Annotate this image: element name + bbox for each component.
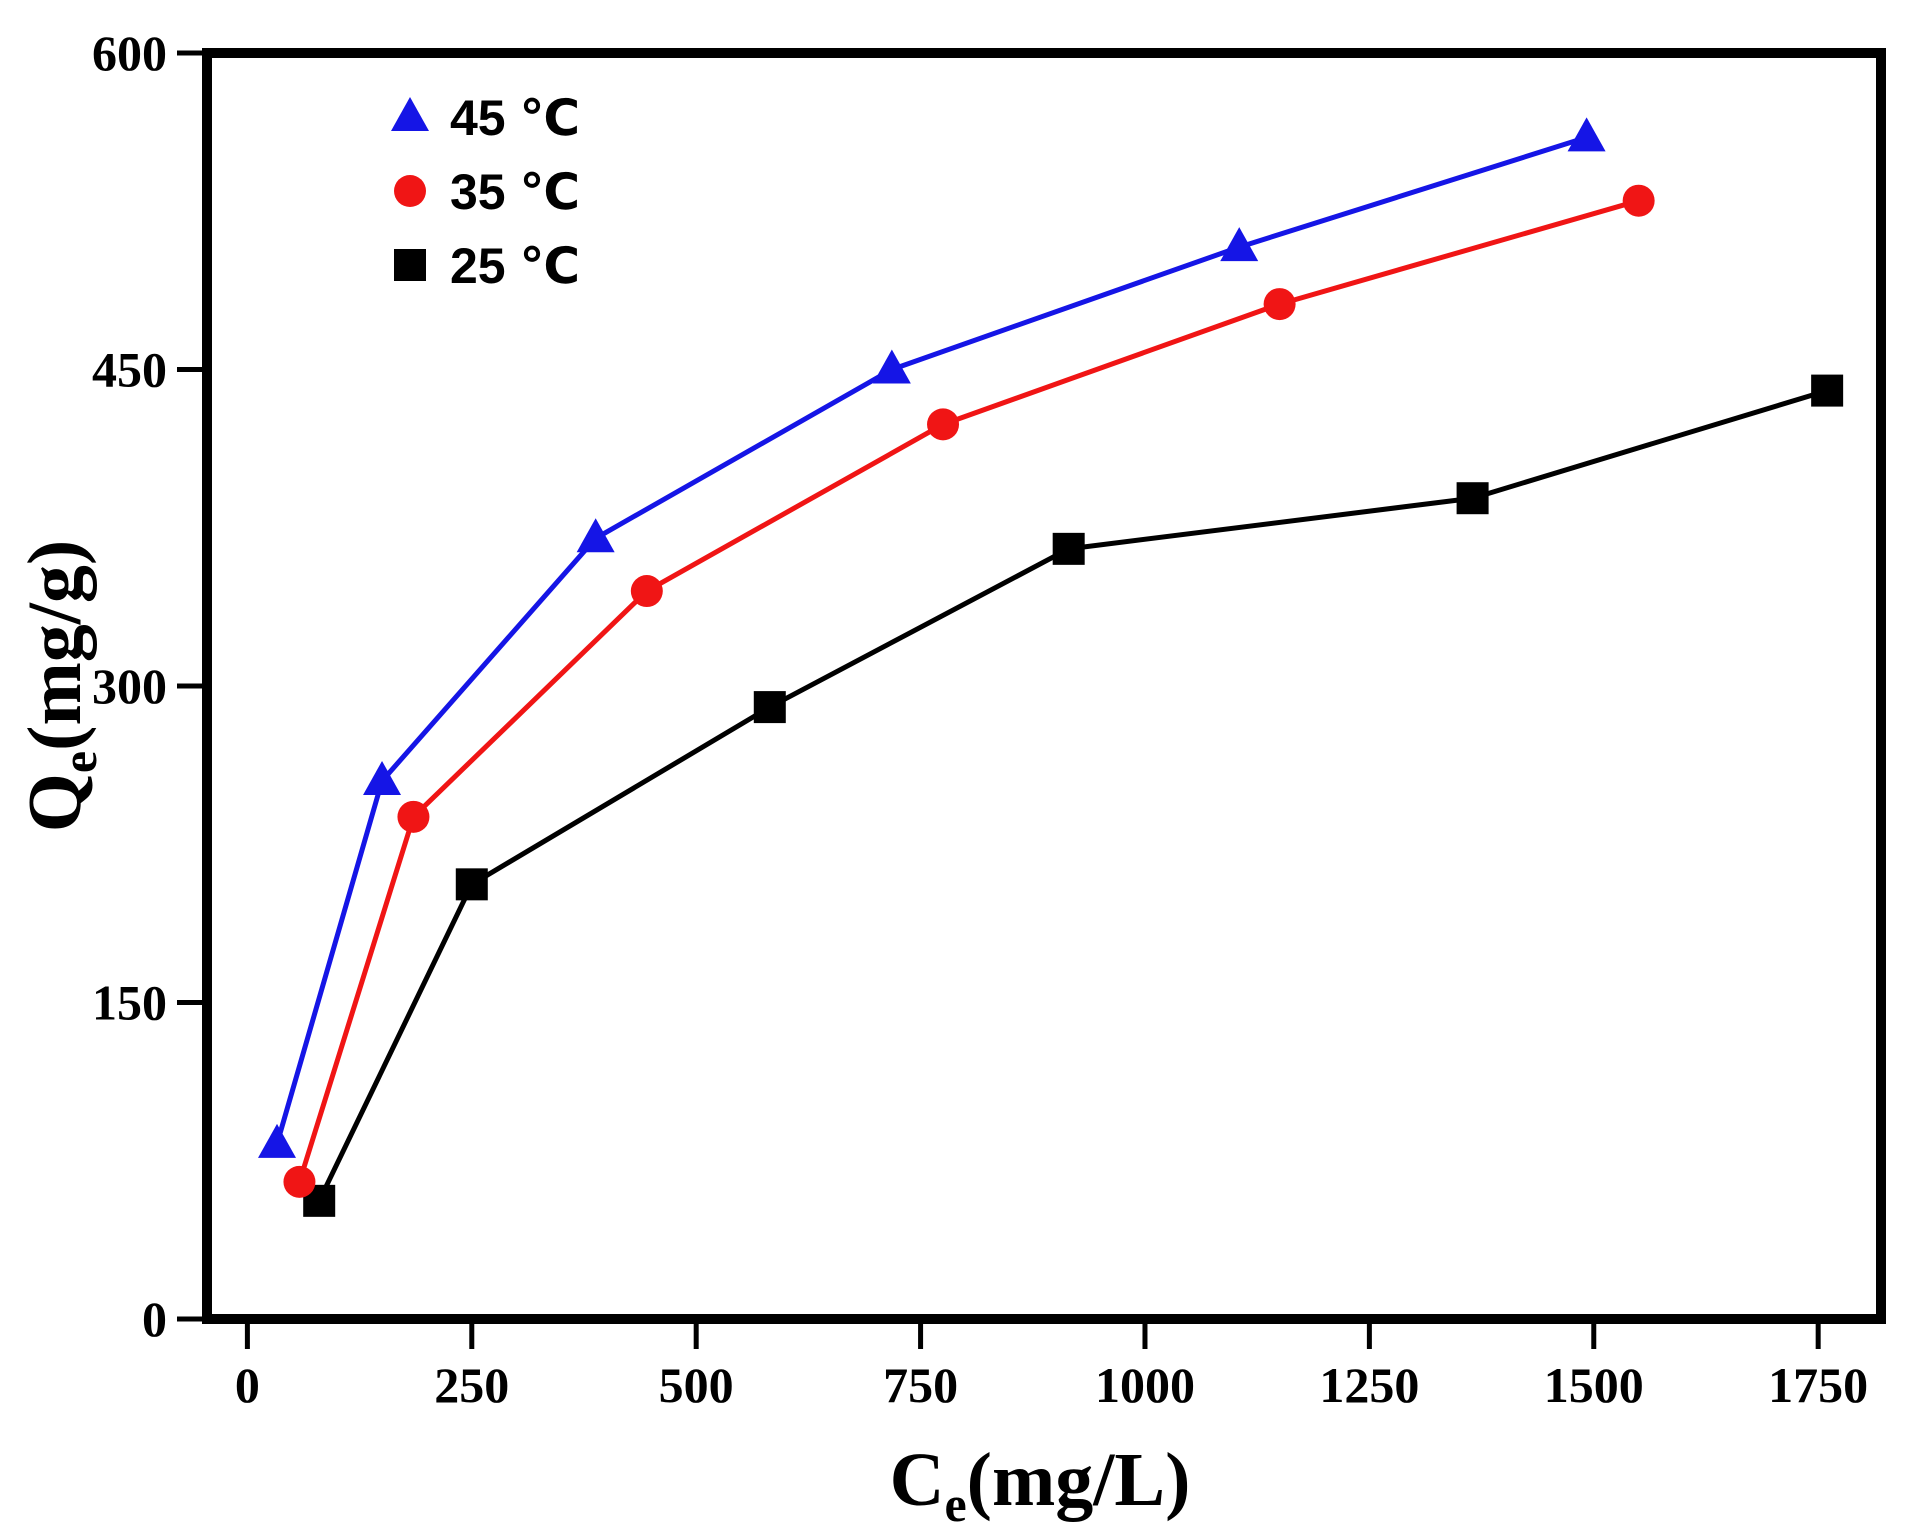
y-axis-title: Qe(mg/g) <box>13 540 107 832</box>
data-point <box>1220 227 1259 262</box>
series-triangle <box>258 117 1606 1158</box>
series-layer <box>258 117 1844 1217</box>
data-point <box>1622 184 1655 217</box>
data-point <box>1456 482 1489 515</box>
x-tick-label: 500 <box>659 1357 734 1413</box>
data-point <box>363 760 402 795</box>
x-tick-label: 1000 <box>1095 1357 1195 1413</box>
legend-label: 35 ℃ <box>450 164 580 220</box>
data-point <box>1567 117 1606 152</box>
x-tick-label: 1250 <box>1319 1357 1419 1413</box>
data-point <box>630 575 663 608</box>
legend-label: 25 ℃ <box>450 238 580 294</box>
data-point <box>927 408 960 441</box>
x-tick-label: 750 <box>883 1357 958 1413</box>
x-axis-title-main: C <box>890 1438 945 1522</box>
y-tick-label: 0 <box>142 1291 167 1347</box>
x-axis-title-subscript: e <box>944 1476 966 1532</box>
series-line <box>274 135 1588 1145</box>
data-point <box>753 691 786 724</box>
data-point <box>283 1165 316 1198</box>
series-line <box>316 388 1828 1202</box>
data-point <box>1052 532 1085 565</box>
y-axis-title-main: Q <box>13 773 97 832</box>
data-point <box>1263 288 1296 321</box>
data-point <box>576 518 615 553</box>
legend-marker-circle <box>394 175 426 207</box>
data-point <box>455 868 488 901</box>
data-point <box>258 1123 297 1158</box>
legend-marker-triangle <box>391 97 429 131</box>
series-circle <box>283 184 1655 1198</box>
legend-marker-square <box>394 249 426 281</box>
y-tick-label: 600 <box>92 25 167 81</box>
series-line <box>297 198 1640 1183</box>
legend: 45 ℃ 35 ℃ 25 ℃ <box>391 90 580 294</box>
x-tick-label: 0 <box>235 1357 260 1413</box>
legend-label: 45 ℃ <box>450 90 580 146</box>
x-axis-ticks: 0 250 500 750 1000 1250 1500 1750 <box>235 1319 1868 1413</box>
x-tick-label: 1500 <box>1544 1357 1644 1413</box>
y-tick-label: 450 <box>92 342 167 398</box>
y-tick-label: 300 <box>92 658 167 714</box>
y-axis-ticks: 0 150 300 450 600 <box>92 25 207 1347</box>
data-point <box>872 349 911 384</box>
x-axis-title-unit: (mg/L) <box>967 1438 1191 1522</box>
data-point <box>397 800 430 833</box>
series-square <box>303 374 1844 1217</box>
y-tick-label: 150 <box>92 975 167 1031</box>
y-axis-title-subscript: e <box>51 751 107 773</box>
y-axis-title-unit: (mg/g) <box>13 540 97 751</box>
x-axis-title: Ce(mg/L) <box>890 1438 1191 1532</box>
data-point <box>1811 374 1844 407</box>
x-tick-label: 1750 <box>1768 1357 1868 1413</box>
x-tick-label: 250 <box>434 1357 509 1413</box>
